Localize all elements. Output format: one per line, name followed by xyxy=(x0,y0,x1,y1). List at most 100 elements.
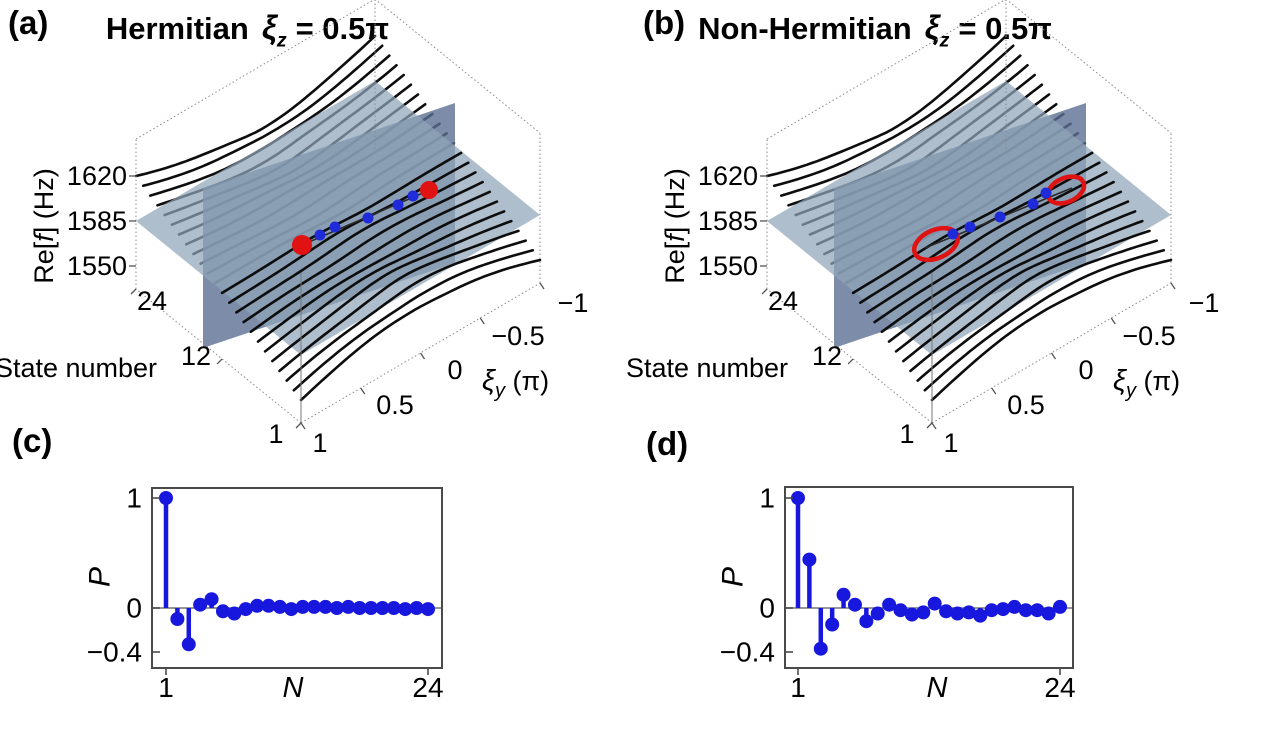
stem-marker xyxy=(329,601,344,615)
blue-state-dot xyxy=(994,211,1006,223)
y-tick-label: −0.4 xyxy=(87,637,142,668)
xi-tick xyxy=(1110,317,1116,325)
stem-marker xyxy=(181,637,196,652)
band-curve xyxy=(880,190,1123,334)
stem-marker xyxy=(836,587,851,602)
stem-marker xyxy=(215,604,230,619)
stem-marker xyxy=(950,606,965,621)
y-tick-label: −0.4 xyxy=(720,637,775,668)
stem-marker xyxy=(870,606,885,621)
xi-tick xyxy=(360,387,366,395)
horizontal-frequency-plane xyxy=(767,81,1171,355)
band-curve xyxy=(256,200,499,343)
band-curve xyxy=(141,44,384,188)
xi-axis-label: ξy (π) xyxy=(482,365,549,402)
xi-tick-label: 0.5 xyxy=(1007,390,1045,420)
stem-marker xyxy=(847,597,862,612)
band-curve xyxy=(887,200,1130,343)
x-tick-label: 24 xyxy=(1044,672,1075,703)
plot-frame xyxy=(151,487,443,669)
state-tick xyxy=(761,288,768,295)
band-curve xyxy=(220,151,463,295)
panel-b-label: (b) xyxy=(643,4,686,41)
stem-marker xyxy=(961,605,976,620)
stem-marker xyxy=(904,607,919,622)
stem-marker xyxy=(927,596,942,611)
stem-marker xyxy=(1041,606,1056,621)
blue-state-dot xyxy=(314,229,326,241)
xi-tick-label: 1 xyxy=(312,428,327,458)
stem-marker xyxy=(1053,599,1067,614)
stem-marker xyxy=(295,599,310,614)
xi-subscript: z xyxy=(276,29,287,52)
stem-marker xyxy=(1018,603,1033,618)
x-tick-label: 1 xyxy=(158,672,174,703)
stem-marker xyxy=(1007,599,1022,614)
stem-marker xyxy=(238,602,253,617)
band-curve xyxy=(866,171,1108,314)
freq-tick-label: 1620 xyxy=(67,161,127,191)
plot-frame xyxy=(784,486,1074,669)
freq-tick-label: 1585 xyxy=(698,206,758,236)
state-tick xyxy=(847,358,854,365)
state-axis-label: State number xyxy=(626,353,788,383)
band-curve xyxy=(909,229,1151,373)
stem-marker xyxy=(409,601,424,615)
x-tick-label: 24 xyxy=(412,672,443,703)
band-curve xyxy=(930,258,1173,402)
y-axis-label: P xyxy=(84,567,117,587)
stem-marker xyxy=(973,608,988,623)
xi-tick xyxy=(479,317,485,325)
band-curve xyxy=(851,151,1094,295)
band-curve xyxy=(249,190,492,334)
state-tick xyxy=(216,358,223,365)
plot-stem-hermitian: 1 0 −0.4 1 24 P N xyxy=(84,483,444,705)
box-edge xyxy=(375,0,541,134)
box-edge xyxy=(1006,0,1172,134)
state-tick-label: 12 xyxy=(812,341,842,371)
axis-ticks xyxy=(760,175,1176,430)
xi-subscript: z xyxy=(939,29,950,52)
x-axis-label: N xyxy=(927,672,948,704)
markers xyxy=(292,181,438,255)
band-curve xyxy=(285,239,527,382)
xi-tick-label: 0 xyxy=(447,355,462,385)
state-tick xyxy=(130,288,137,295)
band-curve xyxy=(859,161,1101,304)
panel-b-title-prefix: Non-Hermitian xyxy=(698,11,912,46)
band-curve xyxy=(765,34,1008,178)
xi-tick-label: −1 xyxy=(558,288,589,318)
band-curve xyxy=(923,249,1166,392)
state-tick-label: 24 xyxy=(137,286,167,316)
xi-tick xyxy=(1050,352,1057,360)
xi-tick-label: 1 xyxy=(943,428,958,458)
band-curve xyxy=(242,180,484,324)
stem-series xyxy=(791,491,1067,656)
blue-state-dot xyxy=(1027,198,1039,210)
stem-marker xyxy=(791,491,805,505)
band-curve xyxy=(772,44,1015,188)
stem-marker xyxy=(364,601,379,615)
blue-state-dot xyxy=(362,212,374,224)
state-tick-label: 12 xyxy=(181,341,211,371)
axis-labels: 1620 1585 1550 Re[f] (Hz) 24 12 1 State number 1… xyxy=(626,161,1219,458)
stem-marker xyxy=(893,603,908,618)
y-tick-label: 0 xyxy=(759,593,775,624)
axes-box xyxy=(135,0,541,424)
panel-a-title-prefix: Hermitian xyxy=(105,11,249,46)
xi-tick xyxy=(931,422,937,430)
plot-stem-non-hermitian: 1 0 −0.4 1 24 P N xyxy=(717,483,1076,705)
stem-marker xyxy=(307,599,322,614)
y-tick-label: 1 xyxy=(759,483,775,514)
stem-marker xyxy=(421,602,435,617)
stem-marker xyxy=(398,602,413,617)
axis-ticks xyxy=(129,175,545,430)
stem-marker xyxy=(204,592,219,607)
stem-marker xyxy=(386,601,401,615)
panel-b-title-eq: = 0.5π xyxy=(958,11,1052,46)
state-tick-label: 1 xyxy=(268,419,283,449)
xi-tick-label: −0.5 xyxy=(491,321,544,351)
band-curve xyxy=(271,219,513,363)
stem-marker xyxy=(1030,603,1045,618)
stem-marker xyxy=(352,601,367,615)
